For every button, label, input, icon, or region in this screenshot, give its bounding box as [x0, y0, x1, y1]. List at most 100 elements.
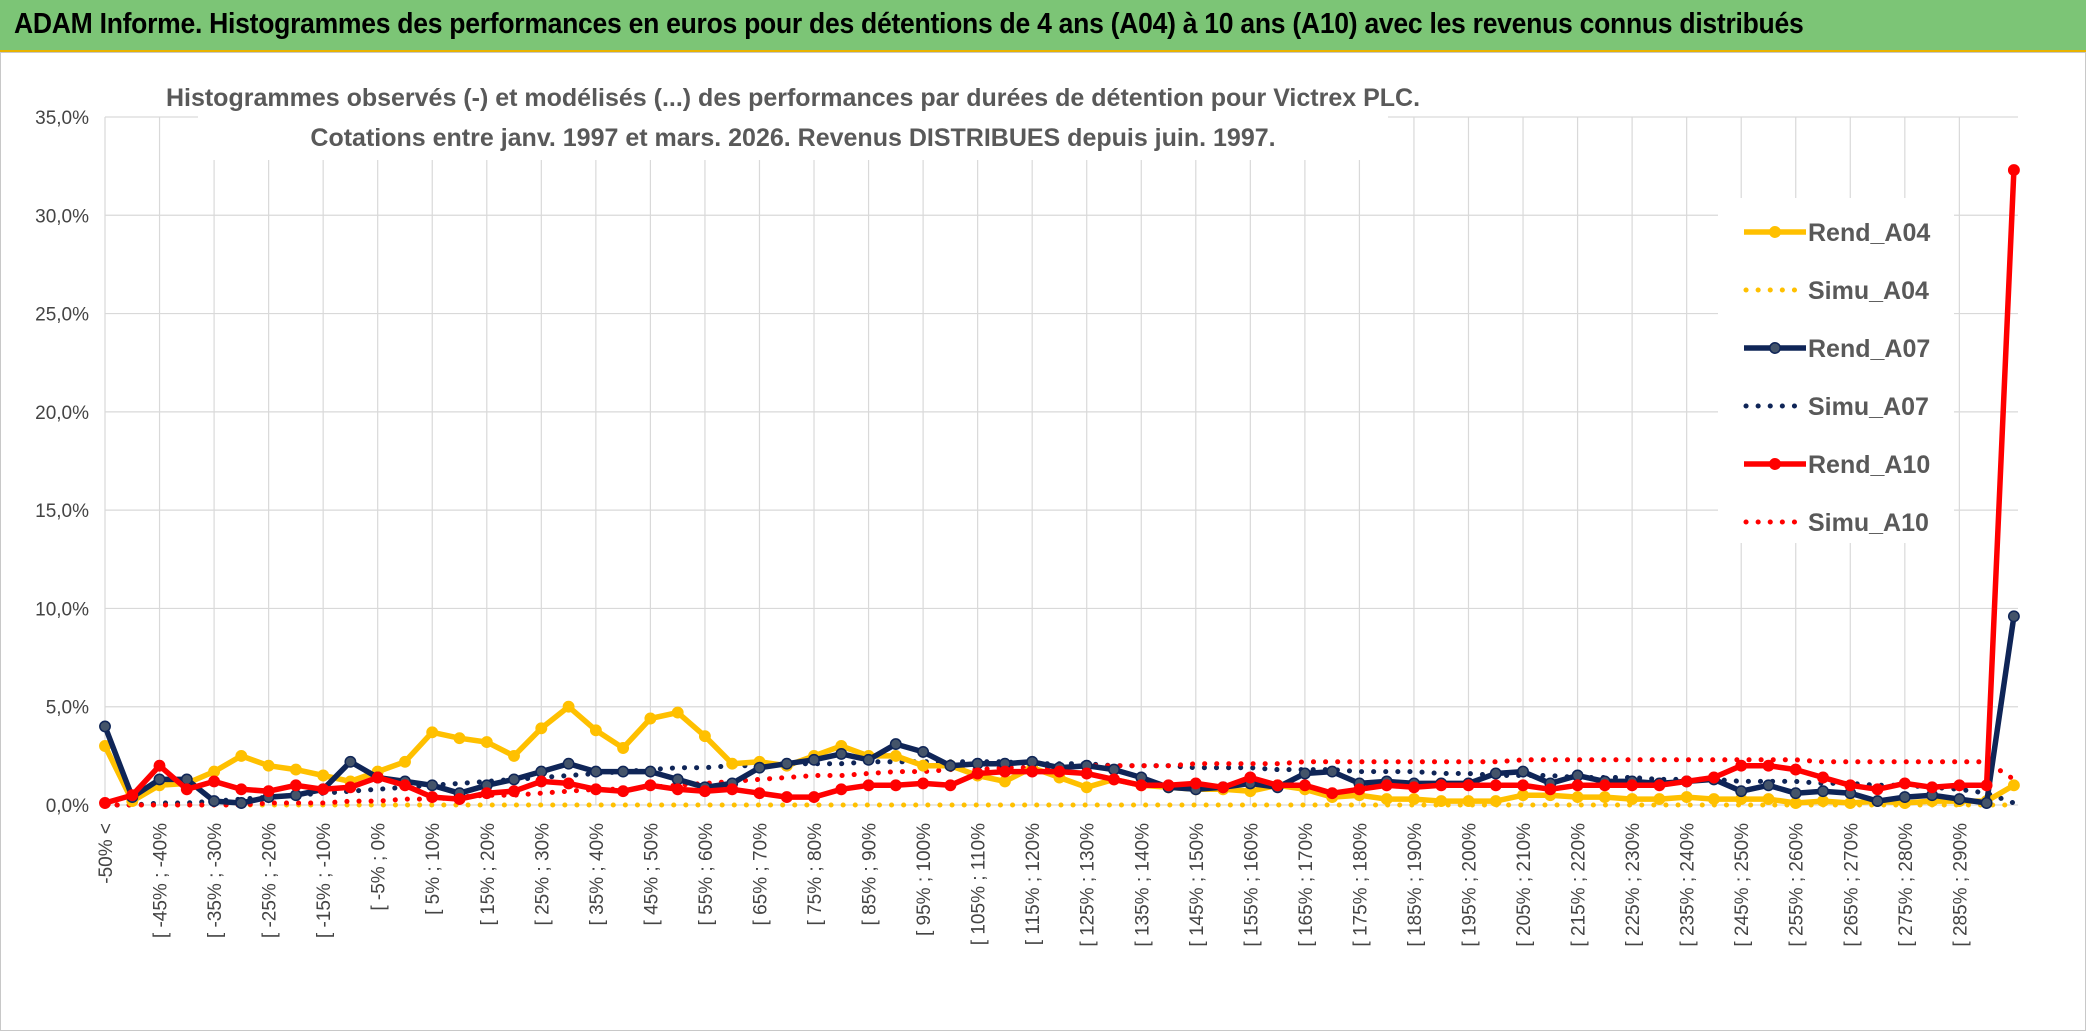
data-point-Rend_A10: [562, 777, 575, 790]
data-point-Rend_A10: [399, 779, 411, 792]
legend-marker: [1769, 226, 1781, 238]
data-point-Rend_A10: [1298, 779, 1311, 792]
x-tick-label: [ 115% ; 120%: [1023, 823, 1044, 945]
data-point-Rend_A10: [780, 791, 793, 804]
data-point-Rend_A10: [1244, 771, 1257, 784]
data-point-Rend_A10: [262, 785, 275, 798]
x-tick-label: [ 135% ; 140%: [1132, 823, 1153, 947]
x-tick-label: [ -35% ; -30%: [205, 823, 226, 938]
data-point-Rend_A10: [1898, 777, 1911, 790]
data-point-Rend_A10: [1517, 779, 1529, 792]
data-point-Rend_A10: [808, 791, 820, 804]
data-point-Rend_A04: [1571, 791, 1584, 804]
data-point-Rend_A04: [1598, 791, 1611, 804]
y-tick-label: 30,0%: [35, 206, 89, 227]
series-Rend_A10: [99, 164, 2020, 809]
x-axis-ticks: -50% < [ -45% ; -40% [ -35% ; -30% [ -25% ;…: [96, 823, 1971, 947]
y-axis-ticks: 0,0% 5,0% 10,0% 15,0% 20,0% 25,0% 30,0% 35,0%: [35, 108, 89, 817]
data-point-Rend_A04: [644, 712, 657, 725]
data-point-Rend_A10: [1817, 771, 1829, 784]
x-tick-label: [ 5% ; 10%: [423, 823, 444, 915]
data-point-Rend_A10: [644, 779, 657, 792]
x-tick-label: [ 275% ; 280%: [1896, 823, 1917, 947]
legend-item-Simu_A07: Simu_A07: [1743, 393, 1929, 421]
series-line-Rend_A04: [102, 703, 2017, 806]
data-point-Rend_A04: [1844, 797, 1857, 809]
data-point-Rend_A04: [1080, 781, 1093, 794]
data-point-Rend_A04: [1626, 793, 1639, 806]
data-point-Rend_A04: [917, 759, 930, 772]
data-point-Rend_A10: [1108, 773, 1120, 786]
data-point-Rend_A10: [698, 785, 711, 798]
data-point-Rend_A10: [1080, 767, 1093, 780]
data-point-Rend_A04: [480, 736, 493, 749]
data-point-Rend_A10: [917, 777, 930, 790]
x-tick-label: [ 85% ; 90%: [860, 823, 881, 926]
data-point-Rend_A07: [426, 779, 439, 792]
data-point-Rend_A04: [1462, 795, 1475, 808]
x-tick-label: [ 95% ; 100%: [914, 823, 935, 936]
data-point-Rend_A04: [589, 724, 602, 737]
data-point-Rend_A04: [1408, 793, 1420, 806]
x-tick-label: [ 45% ; 50%: [641, 823, 662, 926]
data-point-Rend_A10: [1326, 787, 1339, 800]
data-point-Rend_A10: [835, 783, 848, 796]
data-point-Rend_A04: [671, 706, 684, 719]
data-point-Rend_A10: [1217, 781, 1230, 794]
data-point-Rend_A07: [835, 747, 848, 760]
data-point-Rend_A10: [1026, 765, 1039, 778]
report-title: ADAM Informe. Histogrammes des performan…: [14, 8, 1804, 40]
x-tick-label: [ 25% ; 30%: [532, 823, 553, 926]
data-point-Rend_A04: [262, 759, 275, 772]
data-point-Rend_A07: [153, 773, 166, 786]
x-tick-label: [ 175% ; 180%: [1350, 823, 1371, 947]
data-point-Rend_A04: [1653, 793, 1666, 806]
data-point-Rend_A07: [889, 738, 902, 751]
legend-marker: [1769, 458, 1781, 470]
data-point-Rend_A10: [535, 775, 548, 788]
x-tick-label: [ 15% ; 20%: [478, 823, 499, 926]
data-point-Rend_A10: [1544, 783, 1557, 796]
data-point-Rend_A07: [1817, 785, 1829, 798]
data-point-Rend_A10: [1844, 779, 1857, 792]
data-point-Rend_A07: [1571, 769, 1584, 782]
data-point-Rend_A07: [1898, 791, 1911, 804]
x-tick-label: [ 215% ; 220%: [1569, 823, 1590, 947]
data-point-Rend_A10: [480, 787, 493, 800]
data-point-Rend_A04: [698, 730, 711, 743]
data-point-Rend_A04: [726, 757, 739, 770]
chart-subtitle: Cotations entre janv. 1997 et mars. 2026…: [310, 124, 1275, 152]
x-tick-label: [ -5% ; 0%: [369, 823, 390, 911]
x-tick-label: [ 55% ; 60%: [696, 823, 717, 926]
data-point-Rend_A10: [1162, 779, 1175, 792]
data-point-Rend_A10: [180, 783, 193, 796]
data-point-Rend_A10: [1980, 779, 1993, 792]
data-point-Rend_A07: [589, 765, 602, 778]
x-tick-label: [ 235% ; 240%: [1678, 823, 1699, 947]
data-point-Rend_A04: [1707, 793, 1720, 806]
data-point-Rend_A07: [917, 745, 930, 758]
y-tick-label: 20,0%: [35, 403, 89, 424]
data-point-Rend_A10: [753, 787, 766, 800]
data-point-Rend_A04: [617, 742, 630, 754]
x-tick-label: -50% <: [96, 823, 117, 884]
data-point-Rend_A10: [1598, 779, 1611, 792]
data-point-Rend_A07: [644, 765, 657, 778]
data-point-Rend_A07: [1326, 765, 1339, 778]
x-tick-label: [ 165% ; 170%: [1296, 823, 1317, 947]
data-point-Rend_A07: [862, 753, 875, 766]
data-point-Rend_A07: [1517, 765, 1529, 778]
data-point-Rend_A10: [1735, 759, 1748, 772]
data-point-Rend_A04: [399, 755, 411, 768]
data-point-Rend_A10: [1953, 779, 1966, 792]
x-tick-label: [ 225% ; 230%: [1623, 823, 1644, 947]
data-point-Rend_A10: [1707, 771, 1720, 784]
chart-title-group: Histogrammes observés (-) et modélisés (…: [166, 76, 1420, 160]
data-point-Rend_A07: [1871, 795, 1884, 808]
data-point-Rend_A10: [1053, 765, 1066, 778]
x-tick-label: [ 65% ; 70%: [750, 823, 771, 926]
legend-label: Simu_A04: [1808, 277, 1929, 305]
legend-item-Simu_A10: Simu_A10: [1743, 509, 1929, 537]
x-tick-label: [ 195% ; 200%: [1460, 823, 1481, 947]
data-point-Rend_A07: [971, 757, 984, 770]
